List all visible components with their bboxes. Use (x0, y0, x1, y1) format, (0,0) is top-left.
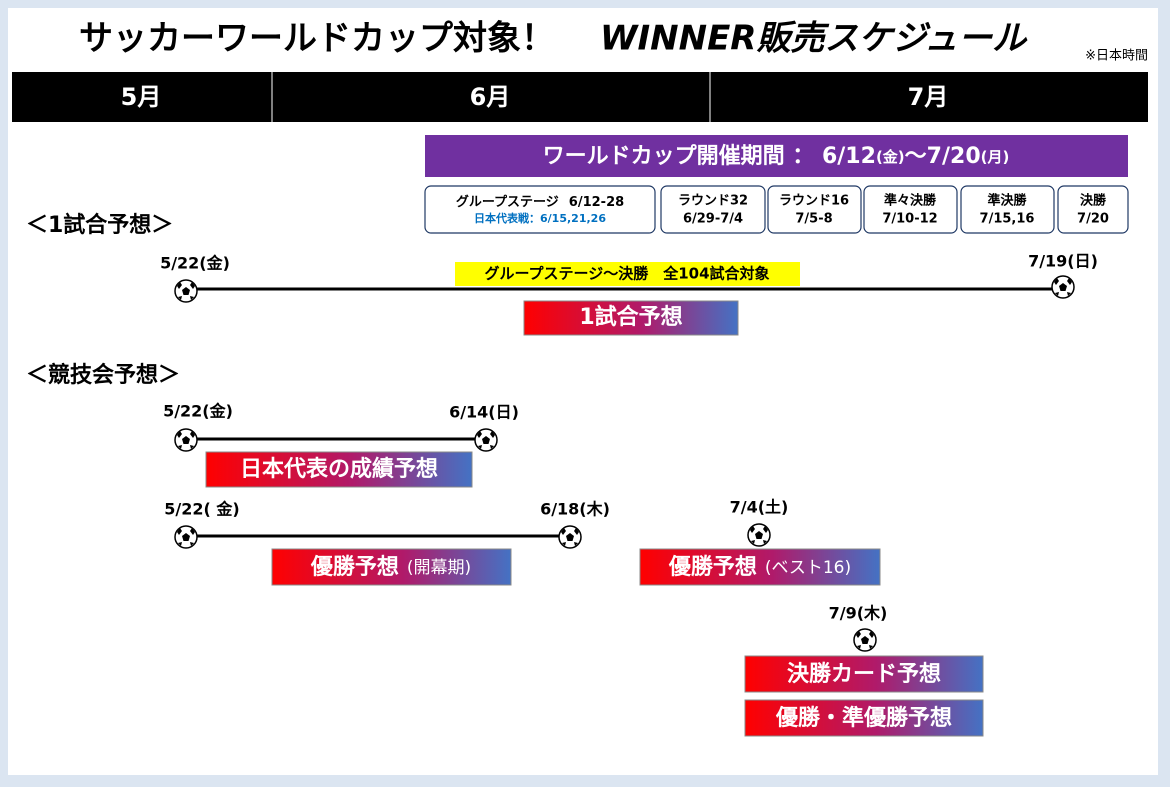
date: 6/18(木) (540, 500, 610, 519)
stage-box (863, 185, 958, 234)
product-suffix: (開幕期) (407, 558, 471, 578)
stage-name: 準々決勝 (884, 193, 937, 209)
stage-box (424, 185, 656, 234)
date: 7/19(日) (1028, 252, 1098, 271)
note: ※日本時間 (1085, 49, 1148, 64)
product: 優勝予想 (ベスト16) (668, 555, 851, 580)
period-start: 6/12 (822, 144, 876, 169)
period-day: (金) (876, 148, 905, 166)
ball (474, 428, 498, 452)
date: 5/22(金) (163, 402, 233, 421)
stage-name: ラウンド16 (779, 194, 849, 209)
product: 日本代表の成績予想 (240, 456, 438, 482)
ball (558, 525, 582, 549)
section-heading: ＜1試合予想＞ (26, 212, 173, 238)
product-box (523, 300, 739, 336)
title: サッカーワールドカップ対象！ (79, 19, 555, 59)
section-heading: ＜競技会予想＞ (26, 362, 180, 388)
product: 優勝予想 (開幕期) (310, 555, 471, 580)
month: 7月 (908, 83, 949, 111)
period-day: (月) (981, 148, 1010, 166)
date: 6/14(日) (449, 403, 519, 422)
panel (8, 8, 1158, 775)
highlight (455, 262, 800, 286)
stage-dates: 7/5-8 (795, 212, 832, 227)
stage-note: 日本代表戦：6/15,21,26 (474, 211, 606, 225)
stage-box (767, 185, 862, 234)
title-em: WINNER販売スケジュール (600, 19, 1028, 59)
stage-name: 決勝 (1080, 193, 1107, 209)
ball (174, 428, 198, 452)
period: ワールドカップ開催期間 ： 6/12(金)〜7/20(月) (543, 144, 1010, 169)
date: 7/4(土) (730, 498, 789, 517)
product: 1試合予想 (579, 304, 682, 330)
month: 6月 (470, 83, 511, 111)
product: 優勝・準優勝予想 (775, 705, 952, 731)
stage-name: ラウンド32 (678, 194, 748, 209)
ball (1051, 275, 1075, 299)
stage-box (1057, 185, 1129, 234)
month-bar (12, 72, 1148, 122)
period-label: ワールドカップ開催期間 ： (543, 144, 822, 169)
product: 決勝カード予想 (787, 662, 941, 687)
ball (174, 525, 198, 549)
product-box (744, 655, 984, 693)
stage-name: 準決勝 (987, 193, 1027, 209)
period-bar (425, 135, 1128, 177)
stage-dates: 6/12-28 (569, 195, 624, 210)
ball (853, 628, 877, 652)
product-box (639, 548, 881, 586)
ball (174, 279, 198, 303)
date: 5/22( 金) (164, 500, 239, 519)
date: 7/9(木) (829, 604, 888, 623)
scope: グループステージ〜決勝 全104試合対象 (484, 265, 769, 283)
month: 5月 (121, 83, 162, 111)
stage-dates: 7/20 (1077, 212, 1109, 227)
stage-dates: 7/10-12 (882, 212, 937, 227)
stage-dates: 7/15,16 (980, 212, 1035, 227)
product-box (205, 451, 473, 488)
date: 5/22(金) (160, 254, 230, 273)
stage-dates: 6/29-7/4 (683, 212, 743, 227)
product-suffix: (ベスト16) (765, 558, 851, 578)
stage-name: グループステージ (456, 194, 559, 210)
product-box (271, 548, 512, 586)
product-name: 優勝予想 (310, 555, 399, 580)
period-sep: 〜 (905, 144, 927, 169)
product-box (744, 699, 984, 737)
ball (747, 523, 771, 547)
stage-box (960, 185, 1055, 234)
product-name: 優勝予想 (668, 555, 757, 580)
stage-box (660, 185, 766, 234)
period-end: 7/20 (927, 144, 981, 169)
